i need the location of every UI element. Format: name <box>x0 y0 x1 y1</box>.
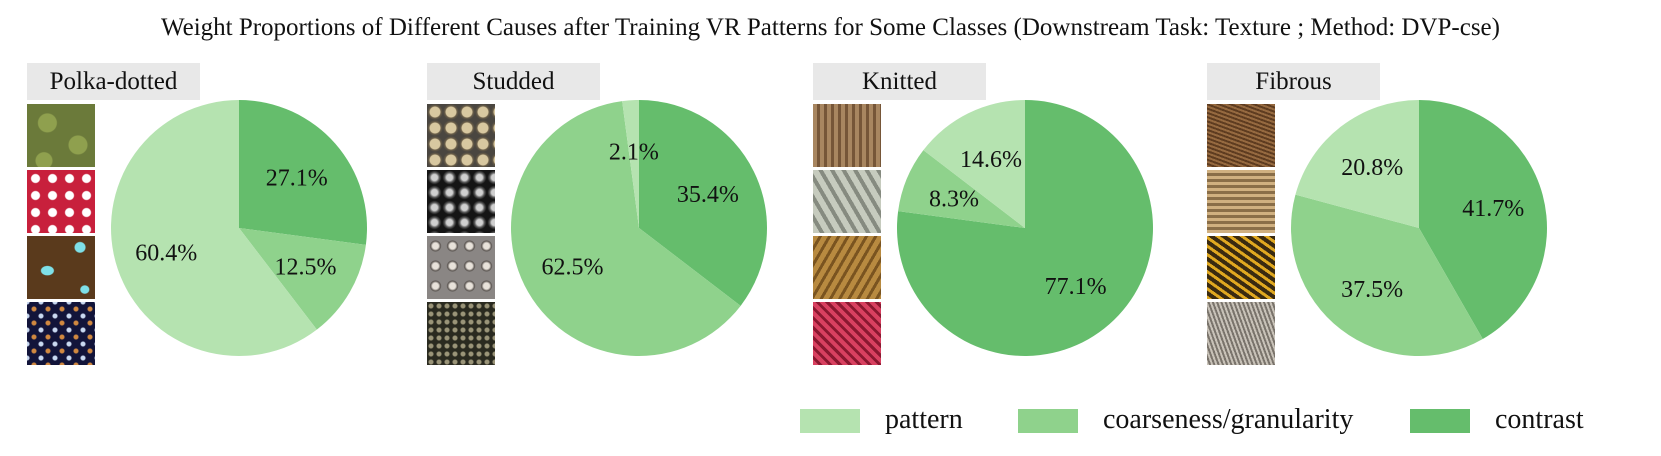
pie-slice-coarseness <box>511 101 741 356</box>
pie-chart: 41.7% 37.5% 20.8% <box>1291 100 1547 356</box>
straw-mat-swatch <box>1207 170 1275 233</box>
panel-title: Polka-dotted <box>27 63 200 100</box>
navy-polka-dot-swatch <box>27 302 95 365</box>
slice-value-label: 41.7% <box>1462 196 1524 222</box>
pie-slice-coarseness <box>239 228 366 330</box>
pie-slice-pattern <box>110 100 317 356</box>
legend-label: pattern <box>885 404 963 435</box>
pie-slice-contrast <box>1419 100 1547 339</box>
legend-swatch <box>1018 409 1078 433</box>
tan-knit-swatch <box>813 236 881 299</box>
black-stud-swatch <box>427 170 495 233</box>
pie-slice-pattern <box>1295 100 1419 228</box>
legend-label: contrast <box>1495 404 1584 435</box>
legend-label: coarseness/granularity <box>1103 404 1354 435</box>
pie-slice-coarseness <box>1291 194 1483 356</box>
panel-title: Studded <box>427 63 600 100</box>
slice-value-label: 60.4% <box>135 241 197 267</box>
slice-value-label: 8.3% <box>929 187 979 213</box>
grey-cable-knit-swatch <box>813 170 881 233</box>
pie-slice-coarseness <box>898 150 1025 228</box>
red-knit-swatch <box>813 302 881 365</box>
texture-thumbnails <box>27 104 95 368</box>
slice-value-label: 77.1% <box>1045 274 1107 300</box>
figure-title: Weight Proportions of Different Causes a… <box>161 14 1500 41</box>
metal-rivet-swatch <box>427 236 495 299</box>
panel-title: Fibrous <box>1207 63 1380 100</box>
pie-slice-pattern <box>923 100 1025 228</box>
slice-value-label: 14.6% <box>960 147 1022 173</box>
pie-panel-knitted: Knitted 77.1% 8.3% 14.6% <box>813 63 1213 383</box>
slice-value-label: 35.4% <box>677 182 739 208</box>
pie-panel-polka-dotted: Polka-dotted 27.1% 12.5% 60.4% <box>27 63 427 383</box>
dark-stud-grid-swatch <box>427 302 495 365</box>
red-polka-dot-swatch <box>27 170 95 233</box>
slice-value-label: 12.5% <box>274 254 336 280</box>
slice-value-label: 27.1% <box>266 165 328 191</box>
texture-thumbnails <box>813 104 881 368</box>
pie-chart: 77.1% 8.3% 14.6% <box>897 100 1153 356</box>
brown-fiber-swatch <box>1207 104 1275 167</box>
pie-chart: 35.4% 62.5% 2.1% <box>511 100 767 356</box>
pie-slice-contrast <box>639 100 767 306</box>
slice-value-label: 2.1% <box>609 139 659 165</box>
brown-polka-dot-swatch <box>27 236 95 299</box>
brown-knit-swatch <box>813 104 881 167</box>
grey-fiber-swatch <box>1207 302 1275 365</box>
silver-stud-swatch <box>427 104 495 167</box>
pie-slice-pattern <box>622 100 639 228</box>
pie-chart: 27.1% 12.5% 60.4% <box>110 100 367 356</box>
legend-swatch <box>800 409 860 433</box>
olive-polka-dot-swatch <box>27 104 95 167</box>
pie-slice-contrast <box>239 100 367 245</box>
texture-thumbnails <box>427 104 495 368</box>
texture-thumbnails <box>1207 104 1275 368</box>
panel-title: Knitted <box>813 63 986 100</box>
pie-panel-fibrous: Fibrous 41.7% 37.5% 20.8% <box>1207 63 1607 383</box>
legend-swatch <box>1410 409 1470 433</box>
slice-value-label: 20.8% <box>1341 155 1403 181</box>
golden-straw-swatch <box>1207 236 1275 299</box>
slice-value-label: 37.5% <box>1341 277 1403 303</box>
pie-panel-studded: Studded 35.4% 62.5% 2.1% <box>427 63 827 383</box>
slice-value-label: 62.5% <box>542 254 604 280</box>
